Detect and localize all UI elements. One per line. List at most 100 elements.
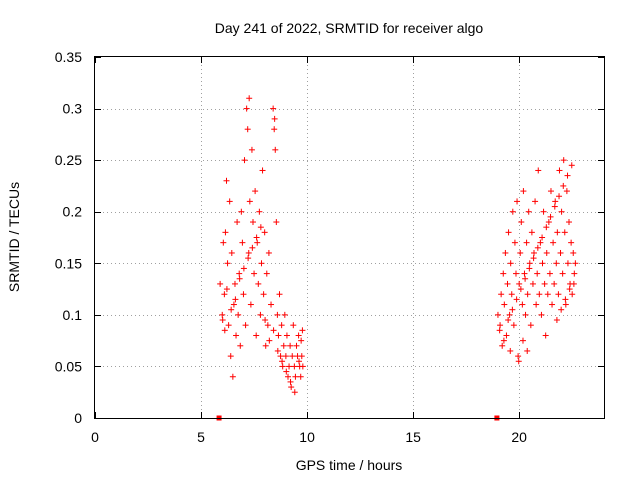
data-point	[540, 208, 547, 215]
data-point	[558, 208, 565, 215]
data-point	[523, 239, 530, 246]
data-point	[236, 275, 243, 282]
data-point	[250, 219, 257, 226]
data-point	[221, 327, 228, 334]
data-point	[236, 270, 243, 277]
data-point	[508, 291, 515, 298]
data-point	[229, 373, 236, 380]
x-axis-label: GPS time / hours	[296, 457, 403, 473]
data-point	[509, 306, 516, 313]
data-point	[258, 260, 265, 267]
data-point	[260, 291, 267, 298]
data-point	[519, 337, 526, 344]
data-point	[298, 353, 305, 360]
data-point	[287, 342, 294, 349]
data-point	[221, 291, 228, 298]
data-point	[500, 337, 507, 344]
data-point	[254, 239, 261, 246]
data-point	[219, 317, 226, 324]
data-point	[245, 249, 252, 256]
y-axis-label: SRMTID / TECUs	[6, 182, 22, 292]
data-point	[550, 239, 557, 246]
data-point	[222, 229, 229, 236]
data-point	[249, 244, 256, 251]
data-point	[265, 249, 272, 256]
y-tick-label: 0.35	[55, 49, 82, 65]
points-layer	[217, 95, 579, 396]
y-tick-label: 0.05	[55, 358, 82, 374]
data-point	[261, 229, 268, 236]
data-point	[274, 311, 281, 318]
data-point	[217, 280, 224, 287]
data-point	[298, 337, 305, 344]
data-point	[230, 301, 237, 308]
x-tick-label: 15	[405, 429, 421, 445]
data-point	[516, 280, 523, 287]
y-tick-label: 0.1	[63, 307, 83, 323]
data-point	[522, 311, 529, 318]
data-point	[255, 280, 262, 287]
data-point	[569, 291, 576, 298]
data-point	[228, 306, 235, 313]
data-point	[564, 172, 571, 179]
data-point	[553, 317, 560, 324]
data-point	[571, 270, 578, 277]
data-point	[286, 363, 293, 370]
data-point	[279, 363, 286, 370]
data-point	[544, 291, 551, 298]
data-point	[295, 332, 302, 339]
data-point	[551, 280, 558, 287]
data-point	[231, 280, 238, 287]
data-point	[568, 162, 575, 169]
data-point	[228, 249, 235, 256]
data-point	[233, 332, 240, 339]
data-point	[521, 270, 528, 277]
data-point	[524, 291, 531, 298]
data-point	[547, 188, 554, 195]
data-point	[528, 229, 535, 236]
data-point	[560, 182, 567, 189]
data-point	[283, 332, 290, 339]
data-point	[568, 239, 575, 246]
data-point	[541, 280, 548, 287]
data-point	[257, 224, 264, 231]
data-point	[259, 167, 266, 174]
data-point	[556, 193, 563, 200]
data-point	[225, 322, 232, 329]
data-point	[234, 219, 241, 226]
data-point	[570, 280, 577, 287]
data-point	[268, 301, 275, 308]
data-point	[546, 270, 553, 277]
x-tick-label: 0	[91, 429, 99, 445]
data-point	[284, 373, 291, 380]
data-point	[543, 224, 550, 231]
data-point	[557, 249, 564, 256]
data-point	[543, 249, 550, 256]
data-point	[292, 373, 299, 380]
data-point	[257, 311, 264, 318]
data-point	[505, 229, 512, 236]
data-point	[263, 270, 270, 277]
data-point	[525, 208, 532, 215]
data-point	[539, 234, 546, 241]
data-point	[266, 337, 273, 344]
data-point	[239, 239, 246, 246]
plot-frame	[94, 56, 605, 419]
data-point	[538, 311, 545, 318]
data-point	[511, 239, 518, 246]
data-point	[248, 146, 255, 153]
data-point	[507, 260, 514, 267]
data-point	[494, 311, 501, 318]
data-point	[551, 203, 558, 210]
data-point	[271, 115, 278, 122]
data-point	[283, 368, 290, 375]
data-point	[252, 188, 259, 195]
data-point	[562, 301, 569, 308]
grid-layer	[95, 57, 604, 418]
data-point	[219, 311, 226, 318]
data-point	[515, 358, 522, 365]
data-point	[501, 301, 508, 308]
data-point	[242, 322, 249, 329]
data-point	[288, 384, 295, 391]
data-point	[534, 244, 541, 251]
